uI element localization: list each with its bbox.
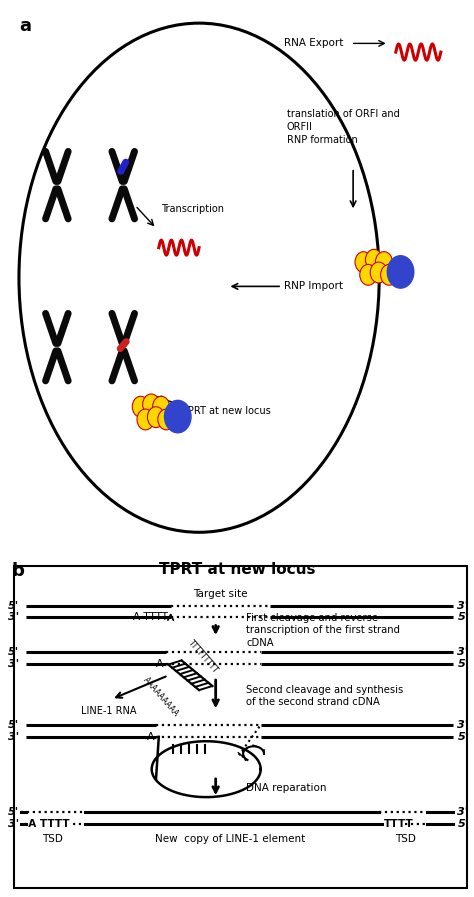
Text: -A TTTT: -A TTTT <box>24 819 69 829</box>
Circle shape <box>375 252 392 273</box>
Circle shape <box>381 265 398 285</box>
Text: 5': 5' <box>8 601 19 611</box>
Text: 3': 3' <box>457 806 468 817</box>
Circle shape <box>355 252 372 273</box>
Text: 5': 5' <box>8 806 19 817</box>
Text: RNA Export: RNA Export <box>284 39 344 48</box>
Text: TSD: TSD <box>42 834 63 844</box>
Circle shape <box>158 409 175 430</box>
Text: 5': 5' <box>8 647 19 657</box>
Text: 5': 5' <box>8 720 19 730</box>
Text: 3': 3' <box>8 613 19 623</box>
Circle shape <box>360 265 377 285</box>
Text: 3': 3' <box>8 732 19 742</box>
Circle shape <box>153 396 170 417</box>
Circle shape <box>143 394 160 414</box>
Text: A: A <box>146 732 154 742</box>
Circle shape <box>370 262 387 283</box>
Text: A TTTT: A TTTT <box>133 613 168 623</box>
Text: 5': 5' <box>457 613 468 623</box>
Text: TPRT at new locus: TPRT at new locus <box>182 405 271 416</box>
Text: TPRT at new locus: TPRT at new locus <box>159 562 315 578</box>
Text: TTTT: TTTT <box>384 819 414 829</box>
Text: 3': 3' <box>8 819 19 829</box>
Circle shape <box>147 406 164 428</box>
Text: New  copy of LINE-1 element: New copy of LINE-1 element <box>155 834 305 844</box>
Text: a: a <box>19 17 31 35</box>
Circle shape <box>137 409 154 430</box>
Circle shape <box>164 400 191 432</box>
Text: 3': 3' <box>457 720 468 730</box>
Text: DNA reparation: DNA reparation <box>246 783 327 793</box>
Text: LINE-1 RNA: LINE-1 RNA <box>81 706 136 716</box>
Circle shape <box>387 256 414 288</box>
Text: translation of ORFI and
ORFII
RNP formation: translation of ORFI and ORFII RNP format… <box>287 109 400 145</box>
Text: 3': 3' <box>457 647 468 657</box>
Text: 5': 5' <box>457 658 468 668</box>
Text: b: b <box>12 562 25 580</box>
Text: 3': 3' <box>8 658 19 668</box>
Circle shape <box>132 396 149 417</box>
Text: TSD: TSD <box>395 834 416 844</box>
Text: 5': 5' <box>457 819 468 829</box>
Text: First cleavage and reverse
transcription of the first strand
cDNA: First cleavage and reverse transcription… <box>246 613 401 648</box>
Text: 5': 5' <box>457 732 468 742</box>
Text: 3': 3' <box>457 601 468 611</box>
Text: Transcription: Transcription <box>161 205 224 214</box>
Text: Second cleavage and synthesis
of the second strand cDNA: Second cleavage and synthesis of the sec… <box>246 684 404 707</box>
Text: RNP Import: RNP Import <box>284 282 343 292</box>
Text: AAAAAAAAA: AAAAAAAAA <box>141 675 180 718</box>
Text: TTTTTTTTT: TTTTTTTTT <box>186 639 219 675</box>
Text: A: A <box>156 658 164 668</box>
Circle shape <box>365 249 383 270</box>
Text: Target site: Target site <box>193 588 247 599</box>
